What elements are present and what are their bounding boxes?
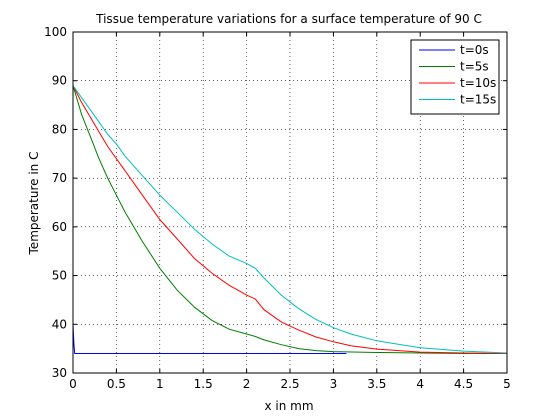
y-tick-label: 80 [52, 122, 67, 136]
series-line-t-5s [72, 85, 507, 354]
legend: t=0s t=5s t=10s t=15s [410, 39, 500, 115]
series-line-t-0s [72, 324, 347, 354]
legend-box [410, 39, 500, 115]
x-tick-label: 1 [156, 377, 164, 391]
y-tick-label: 90 [52, 74, 67, 88]
x-tick-label: 3 [330, 377, 338, 391]
y-tick-label: 100 [44, 25, 67, 39]
x-tick-label: 2.5 [280, 377, 299, 391]
legend-label: t=15s [460, 93, 496, 107]
plot-series [72, 85, 508, 354]
x-tick-label: 2 [243, 377, 251, 391]
x-tick-label: 4 [416, 377, 424, 391]
x-axis-title: x in mm [264, 399, 313, 413]
y-tick-label: 70 [52, 171, 67, 185]
x-tick-label: 0.5 [107, 377, 126, 391]
x-tick-label: 4.5 [454, 377, 473, 391]
y-tick-label: 50 [52, 269, 67, 283]
series-line-t-10s [72, 85, 508, 354]
y-tick-label: 40 [52, 317, 67, 331]
legend-label: t=0s [460, 43, 489, 57]
y-axis-title: Temperature in C [27, 152, 41, 256]
x-tick-label: 1.5 [194, 377, 213, 391]
legend-label: t=10s [460, 76, 496, 90]
x-tick-label: 3.5 [367, 377, 386, 391]
x-tick-label: 0 [69, 377, 77, 391]
y-tick-label: 30 [52, 366, 67, 380]
y-tick-label: 60 [52, 220, 67, 234]
x-tick-label: 5 [503, 377, 511, 391]
plot-axes: 0 0.5 1 1.5 2 2.5 3 3.5 4 4.5 5 30 40 50 60 70 80 90 100 [44, 25, 511, 391]
series-line-t-15s [72, 85, 508, 354]
legend-label: t=5s [460, 60, 489, 74]
chart-title: Tissue temperature variations for a surf… [95, 12, 482, 26]
